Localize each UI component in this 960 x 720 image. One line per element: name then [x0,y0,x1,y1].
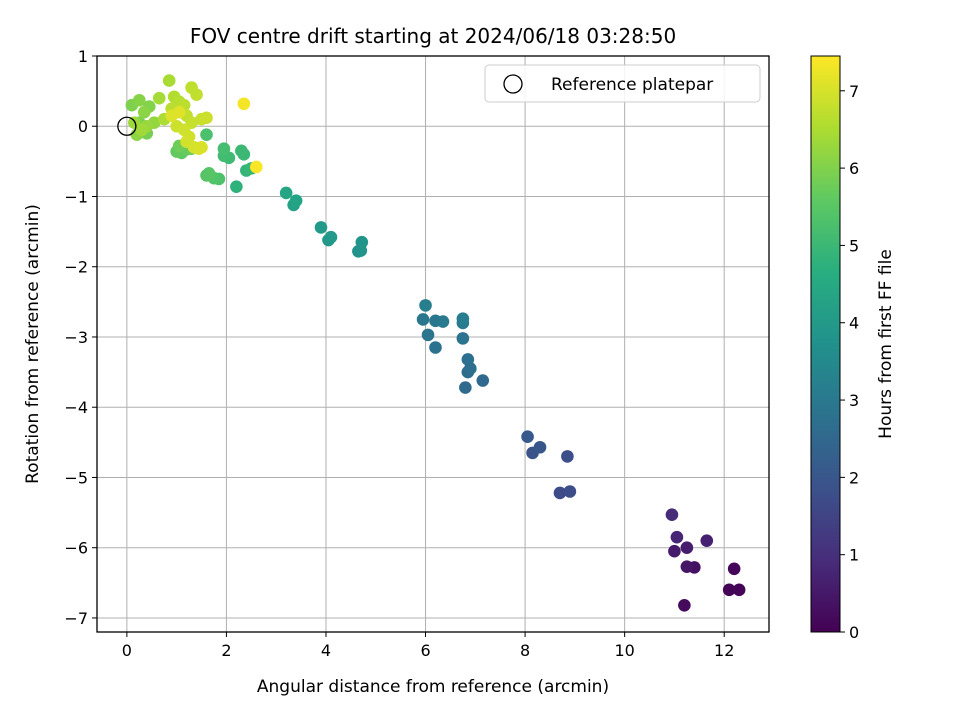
colorbar-tick-label: 2 [849,468,859,487]
scatter-point [563,485,577,498]
scatter-point [727,562,741,576]
legend-label-reference-platepar: Reference platepar [551,75,713,95]
scatter-point [680,541,694,555]
scatter-point [680,560,694,573]
scatter-point [533,440,547,454]
scatter-point [436,315,450,328]
scatter-point [732,583,746,597]
legend-box [484,64,761,103]
scatter-points [125,74,746,612]
x-tick-label: 2 [221,641,231,660]
scatter-point [355,235,369,249]
y-tick-label: −6 [64,539,88,558]
y-tick-label: −3 [64,328,88,347]
x-tick-label: 12 [714,641,734,660]
y-tick-label: −4 [64,398,88,417]
reference-platepar-point [117,116,137,136]
scatter-point [230,180,243,193]
scatter-point [237,97,251,111]
scatter-point [429,341,442,354]
colorbar-gradient [810,55,841,633]
scatter-point [314,221,328,234]
x-tick-label: 8 [520,641,530,660]
scatter-point [670,530,684,544]
scatter-point [195,141,208,154]
scatter-point [678,599,691,612]
y-axis: 1 0 −1 −2 −3 −4 −5 −6 −7 [64,47,97,628]
scatter-point [722,583,736,597]
y-tick-label: −2 [64,258,88,277]
scatter-point [135,123,149,137]
scatter-point [172,105,186,119]
scatter-point [553,486,567,500]
grid-lines [97,55,769,632]
chart-title: FOV centre drift starting at 2024/06/18 … [190,24,676,48]
scatter-point [289,194,303,208]
scatter-point [249,160,263,174]
y-tick-label: −5 [64,468,88,487]
y-tick-label: 0 [78,117,88,136]
y-tick-label: −7 [64,609,88,628]
colorbar-tick-label: 7 [849,82,859,101]
scatter-point [152,91,166,105]
plot-frame [96,55,770,633]
scatter-point [217,142,231,156]
x-tick-label: 10 [614,641,634,660]
scatter-point [456,332,470,345]
reference-marker [117,116,137,136]
scatter-point [200,111,213,125]
scatter-point [668,544,681,558]
colorbar-ticks: 0 1 2 3 4 5 6 7 [840,82,859,642]
colorbar-tick-label: 3 [849,391,859,410]
scatter-point [416,313,430,326]
colorbar-tick-label: 0 [849,623,859,642]
y-tick-label: 1 [78,47,88,66]
scatter-point [521,430,534,444]
colorbar: 0 1 2 3 4 5 6 7 Hours from first FF file [810,55,896,642]
scatter-point [700,534,714,547]
scatter-point [162,74,176,87]
scatter-point [476,374,490,387]
x-axis: 0 2 4 6 8 10 12 [122,632,734,660]
colorbar-tick-label: 5 [849,236,859,255]
colorbar-label: Hours from first FF file [876,249,896,439]
colorbar-tick-label: 4 [849,314,859,333]
scatter-point [200,128,213,141]
scatter-point [421,328,435,342]
scatter-point [665,508,679,521]
colorbar-tick-label: 1 [849,546,859,565]
scatter-point [133,93,146,107]
scatter-point [202,167,216,180]
colorbar-tick-label: 6 [849,159,859,178]
scatter-point [459,381,472,394]
scatter-point [461,353,475,366]
scatter-point [419,299,432,312]
x-axis-label: Angular distance from reference (arcmin) [257,677,609,697]
scatter-point [456,312,470,326]
scatter-point [324,230,338,244]
x-tick-label: 4 [321,641,331,660]
scatter-point [137,105,151,119]
scatter-point [561,450,574,463]
legend: Reference platepar [484,64,761,103]
x-tick-label: 6 [420,641,430,660]
scatter-point [235,144,248,158]
scatter-point [190,88,203,101]
scatter-point [279,186,293,200]
legend-marker-open-circle [503,74,523,94]
x-tick-label: 0 [122,641,132,660]
y-tick-label: −1 [64,187,88,206]
y-axis-label: Rotation from reference (arcmin) [23,204,43,484]
